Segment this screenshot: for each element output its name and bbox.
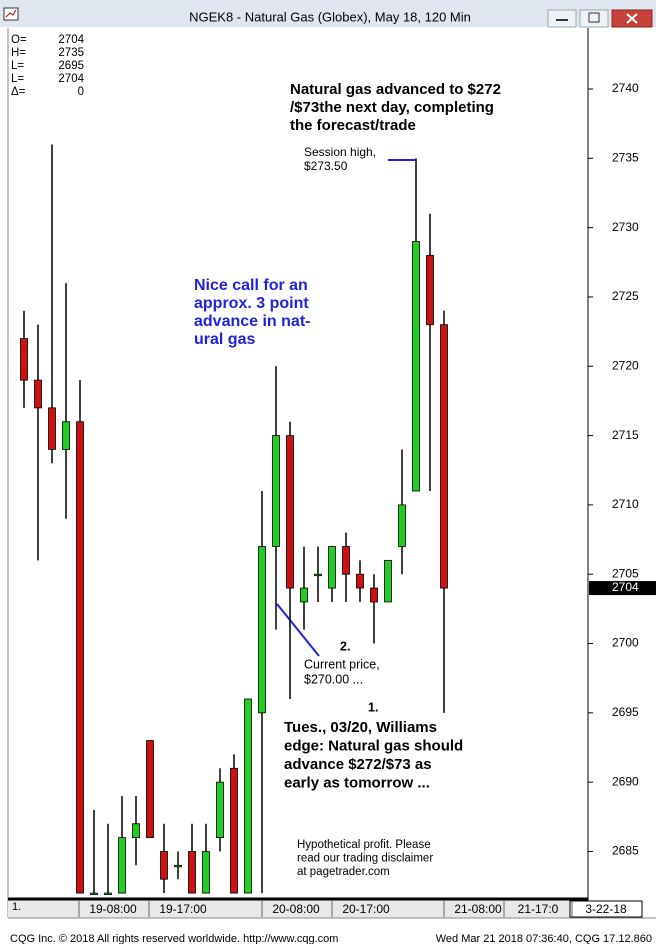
candle-body [34, 379, 42, 409]
candle-body [132, 823, 140, 839]
info-value: 2704 [58, 34, 84, 46]
y-tick-label: 2720 [612, 358, 639, 372]
annotation: /$73the next day, completing [290, 99, 494, 116]
y-tick-label: 2695 [612, 705, 639, 719]
time-label: 19-17:00 [159, 902, 207, 916]
info-label: L= [11, 73, 24, 85]
y-tick-label: 2690 [612, 774, 639, 788]
candle-body [104, 892, 112, 895]
maximize-glyph [588, 12, 600, 23]
y-tick-label: 2710 [612, 497, 639, 511]
candle-body [90, 892, 98, 895]
date-box [569, 900, 643, 918]
time-label: 21-17:0 [518, 902, 559, 916]
annotation: $270.00 ... [304, 672, 363, 686]
candle-body [76, 421, 84, 894]
annotation: early as tomorrow ... [284, 774, 430, 791]
y-tick-label: 2700 [612, 636, 639, 650]
candle-body [300, 587, 308, 603]
candle-body [440, 324, 448, 589]
window-icon-line [5, 9, 17, 18]
maximize-button[interactable] [579, 9, 609, 28]
annotation: 2. [340, 639, 350, 653]
info-label: L= [11, 60, 24, 72]
corner-label: 1. [12, 901, 21, 913]
candle-body [48, 407, 56, 450]
candle-body [384, 559, 392, 603]
candle-body [20, 338, 28, 381]
candle-body [258, 546, 266, 714]
y-tick-label: 2735 [612, 150, 639, 164]
annotation: edge: Natural gas should [284, 737, 463, 754]
candle-body [342, 546, 350, 575]
y-tick-label: 2685 [612, 844, 639, 858]
candle-body [272, 435, 280, 547]
y-tick-label: 2730 [612, 220, 639, 234]
annotation: Current price, [304, 657, 380, 671]
candle-body [146, 740, 154, 839]
annotation: 1. [368, 700, 378, 714]
time-axis [8, 900, 588, 918]
title-bar [0, 0, 656, 27]
candle-body [370, 587, 378, 603]
candle-body [160, 851, 168, 880]
info-value: 0 [78, 86, 84, 98]
y-tick-label: 2705 [612, 566, 639, 580]
annotation: Session high, [304, 145, 376, 159]
annotation: Natural gas advanced to $272 [290, 81, 501, 98]
annotation: Tues., 03/20, Williams [284, 719, 437, 736]
candle-body [62, 421, 70, 450]
minimize-button[interactable] [547, 9, 577, 28]
footer-left: CQG Inc. © 2018 All rights reserved worl… [10, 933, 338, 944]
annotation: at pagetrader.com [297, 866, 390, 878]
candle-body [398, 504, 406, 547]
current-price-label: 2704 [612, 580, 639, 594]
annotation: read our trading disclaimer [297, 853, 433, 865]
time-label: 3-22-18 [585, 902, 627, 916]
candle-body [412, 241, 420, 492]
time-label: 21-08:00 [454, 902, 502, 916]
candle-body [188, 851, 196, 894]
candle-body [314, 573, 322, 577]
current-price-pointer [276, 603, 320, 657]
info-value: 2704 [58, 73, 84, 85]
info-value: 2695 [58, 60, 84, 72]
candle-body [202, 851, 210, 894]
annotation: approx. 3 point [194, 295, 309, 312]
annotation: Nice call for an [194, 277, 308, 294]
y-tick-label: 2740 [612, 81, 639, 95]
time-label: 20-17:00 [342, 902, 390, 916]
current-price-box [589, 581, 656, 596]
y-tick-label: 2725 [612, 289, 639, 303]
info-label: H= [11, 47, 26, 59]
close-glyph [626, 13, 638, 24]
y-tick-label: 2715 [612, 428, 639, 442]
candle-body [174, 864, 182, 868]
annotation: Hypothetical profit. Please [297, 839, 431, 851]
candle-body [244, 698, 252, 894]
info-label: O= [11, 34, 27, 46]
candle-body [216, 781, 224, 839]
candle-body [356, 573, 364, 589]
time-label: 20-08:00 [272, 902, 320, 916]
annotation: the forecast/trade [290, 117, 416, 134]
annotation: $273.50 [304, 159, 348, 173]
time-label: 19-08:00 [89, 902, 137, 916]
window-title: NGEK8 - Natural Gas (Globex), May 18, 12… [189, 9, 471, 24]
candle-body [286, 435, 294, 589]
annotation: advance $272/$73 as [284, 756, 432, 773]
annotation: advance in nat- [194, 313, 310, 330]
footer-right: Wed Mar 21 2018 07:36:40, CQG 17.12.860 [436, 933, 652, 944]
candle-body [426, 254, 434, 326]
candle-body [328, 546, 336, 589]
annotation: ural gas [194, 331, 255, 348]
info-label: Δ= [11, 86, 26, 98]
info-value: 2735 [58, 47, 84, 59]
candle-body [230, 767, 238, 894]
candle-body [118, 837, 126, 894]
